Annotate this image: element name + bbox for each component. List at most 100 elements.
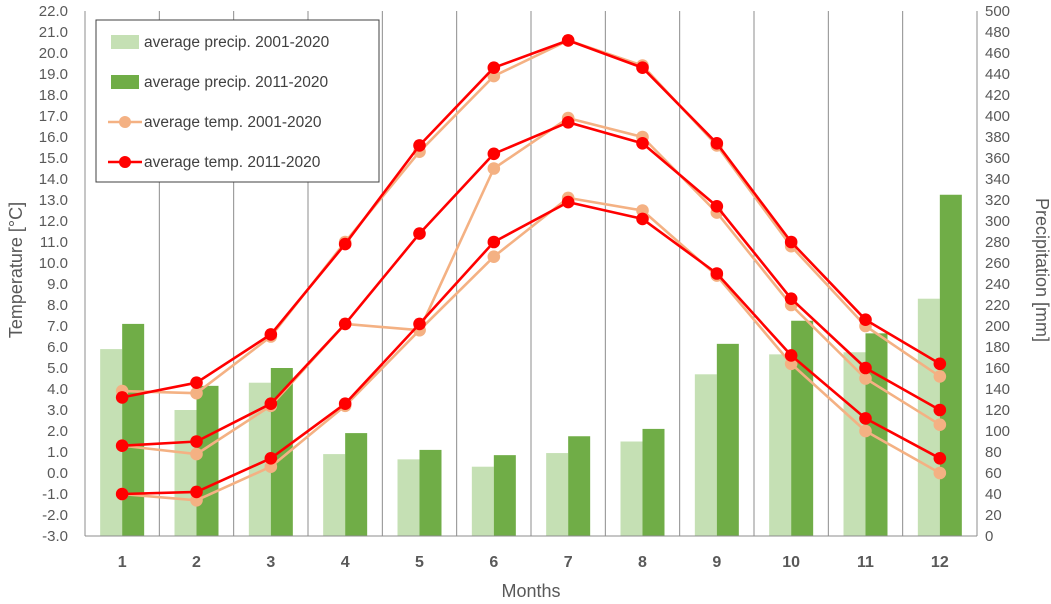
temp-point (115, 439, 129, 453)
y-left-tick-label: -2.0 (42, 507, 68, 524)
precip-bar (248, 382, 271, 536)
x-tick-label: 2 (192, 554, 201, 571)
y-left-tick-label: -1.0 (42, 486, 68, 503)
temp-point (413, 139, 426, 152)
y-left-tick-label: 20.0 (39, 45, 68, 62)
temp-point (859, 424, 872, 438)
precip-bar (694, 374, 717, 536)
y-right-tick-label: 40 (985, 486, 1002, 503)
temp-point (338, 397, 352, 411)
y-right-tick-label: 280 (985, 234, 1010, 251)
y-left-tick-label: 2.0 (47, 423, 68, 440)
y-left-axis-title: Temperature [°C] (6, 202, 26, 338)
y-right-tick-label: 140 (985, 381, 1010, 398)
y-left-tick-label: -3.0 (42, 528, 68, 545)
temperature-lines (115, 34, 947, 507)
y-right-tick-label: 480 (985, 24, 1010, 41)
temp-point (264, 397, 278, 411)
temp-point (636, 137, 649, 150)
x-tick-label: 9 (712, 554, 721, 571)
temp-point (859, 361, 872, 375)
temp-point (710, 137, 724, 150)
temp-point (933, 403, 947, 417)
y-right-tick-label: 60 (985, 465, 1002, 482)
y-left-tick-label: 17.0 (39, 108, 68, 125)
precip-bar (716, 343, 739, 536)
temp-point (487, 147, 501, 161)
y-left-tick-label: 12.0 (39, 213, 68, 230)
y-left-tick-label: 7.0 (47, 318, 68, 335)
y-left-tick-label: 8.0 (47, 297, 68, 314)
y-left-tick-label: 13.0 (39, 192, 68, 209)
temp-point (190, 485, 203, 499)
temp-point (264, 328, 278, 341)
y-left-tick-label: 22.0 (39, 3, 68, 20)
precip-bar (323, 454, 346, 536)
y-right-tick-label: 260 (985, 255, 1010, 272)
precip-bar (345, 433, 368, 536)
legend-marker (119, 116, 131, 128)
x-tick-label: 3 (266, 554, 275, 571)
x-tick-label: 5 (415, 554, 424, 571)
x-tick-label: 1 (118, 554, 127, 571)
precip-bar (620, 441, 643, 536)
y-left-tick-label: 18.0 (39, 87, 68, 104)
precip-bar (642, 428, 665, 536)
temp-point (413, 227, 426, 240)
y-left-tick-label: 5.0 (47, 360, 68, 377)
y-right-tick-label: 220 (985, 297, 1010, 314)
legend-swatch (111, 75, 139, 89)
y-right-tick-label: 380 (985, 129, 1010, 146)
temp-point (933, 357, 947, 371)
temp-point (115, 487, 129, 501)
y-right-tick-label: 100 (985, 423, 1010, 440)
y-right-tick-label: 320 (985, 192, 1010, 209)
temp-point (710, 267, 724, 280)
y-right-tick-label: 360 (985, 150, 1010, 167)
temp-point (487, 61, 501, 74)
temp-point (784, 292, 798, 306)
precip-bar (419, 449, 442, 536)
y-left-tick-label: 11.0 (40, 234, 68, 251)
temp-point (338, 317, 352, 331)
y-right-tick-label: 20 (985, 507, 1002, 524)
temp-line (122, 200, 941, 496)
y-right-tick-label: 340 (985, 171, 1010, 188)
y-right-tick-label: 240 (985, 276, 1010, 293)
temp-point (338, 237, 352, 251)
y-right-tick-label: 460 (985, 45, 1010, 62)
y-left-tick-label: 21.0 (39, 24, 68, 41)
precip-bar (196, 385, 219, 536)
temp-point (413, 317, 426, 331)
temp-point (710, 200, 724, 213)
temp-point (561, 116, 575, 129)
y-right-tick-label: 420 (985, 87, 1010, 104)
y-right-tick-label: 440 (985, 66, 1010, 83)
x-tick-label: 11 (857, 554, 874, 571)
legend-marker (119, 156, 131, 168)
y-left-tick-label: 15.0 (39, 150, 68, 167)
precip-bar (471, 466, 494, 536)
temp-point (933, 418, 947, 432)
temp-line (122, 121, 941, 447)
precip-bar (174, 410, 197, 536)
precip-bar (493, 455, 516, 536)
temp-point (190, 447, 203, 461)
x-tick-label: 12 (931, 554, 949, 571)
precip-bar (769, 354, 792, 536)
legend-label: average precip. 2001-2020 (144, 34, 330, 51)
temp-point (784, 235, 798, 249)
temp-line (122, 116, 941, 456)
precip-bar (843, 352, 866, 536)
temp-point (859, 412, 872, 425)
y-right-tick-label: 80 (985, 444, 1002, 461)
temp-line (122, 196, 941, 502)
temp-point (561, 34, 575, 47)
precip-bar (270, 368, 293, 536)
y-left-tick-label: 16.0 (39, 129, 68, 146)
temp-point (933, 370, 947, 383)
y-right-tick-label: 400 (985, 108, 1010, 125)
precip-bar (791, 320, 814, 536)
y-right-tick-label: 500 (985, 3, 1010, 20)
